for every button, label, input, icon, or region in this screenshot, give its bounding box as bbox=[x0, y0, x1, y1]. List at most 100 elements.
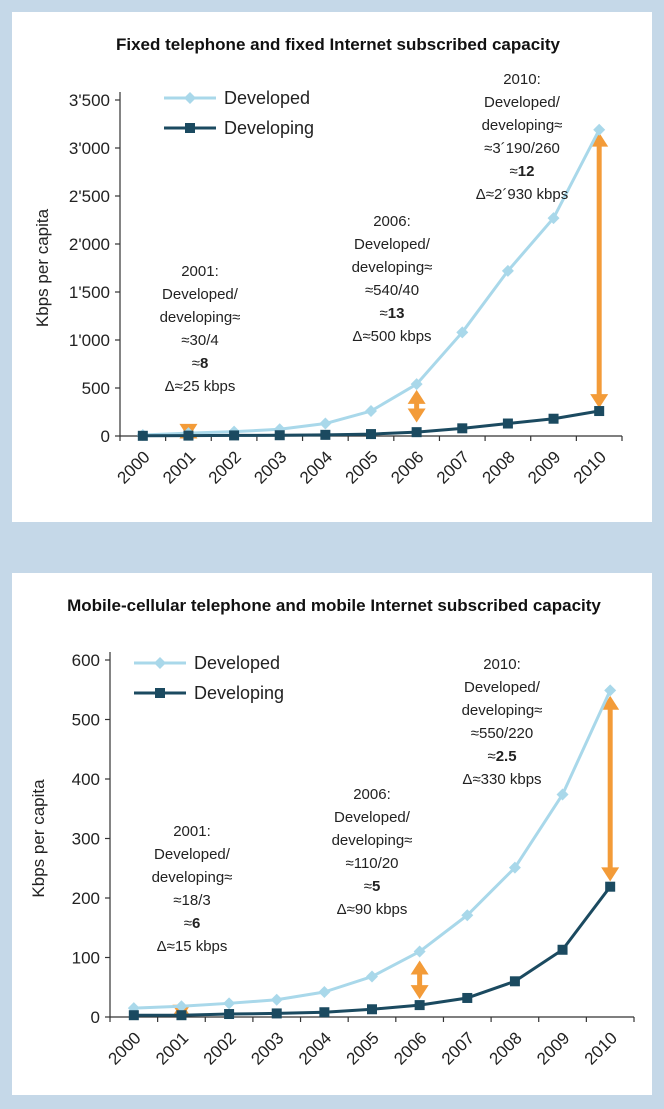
annotation-2006: 2006: Developed/developing≈ ≈110/20 ≈5 Δ≈90 … bbox=[332, 786, 413, 918]
annotation-line: 2010: bbox=[483, 656, 521, 673]
x-tick-label: 2004 bbox=[296, 447, 336, 487]
data-point-developing-2010 bbox=[605, 881, 616, 892]
annotation-line: ≈18/3 bbox=[173, 892, 210, 909]
annotation-line: developing≈ bbox=[462, 702, 543, 719]
annotation-line: Developed/ bbox=[354, 236, 431, 253]
data-point-developed-2010 bbox=[593, 123, 606, 136]
annotation-line: ≈3´190/260 bbox=[484, 140, 560, 157]
annotation-line: 2006: bbox=[353, 786, 391, 803]
legend-item-developed: Developed bbox=[134, 653, 280, 673]
annotation-line: ≈6 bbox=[184, 915, 201, 932]
data-point-developed-2002 bbox=[223, 997, 236, 1010]
x-tick-label: 2005 bbox=[342, 447, 382, 487]
legend-item-developing: Developing bbox=[164, 118, 314, 138]
annotation-line: ≈550/220 bbox=[471, 725, 533, 742]
data-point-developed-2006 bbox=[410, 378, 423, 391]
data-point-developing-2004 bbox=[319, 1007, 330, 1018]
annotation-line: ≈30/4 bbox=[181, 332, 218, 349]
data-point-developing-2008 bbox=[502, 418, 513, 429]
legend-marker-developed bbox=[184, 92, 196, 104]
gap-arrow-2006 bbox=[407, 389, 426, 423]
y-tick-label: 2'000 bbox=[69, 235, 110, 254]
legend-item-developed: Developed bbox=[164, 88, 310, 108]
data-point-developing-2007 bbox=[462, 992, 473, 1003]
y-tick-label: 1'000 bbox=[69, 331, 110, 350]
x-tick-label: 2009 bbox=[533, 1028, 573, 1068]
y-tick-label: 3'000 bbox=[69, 139, 110, 158]
legend-marker-developing bbox=[155, 688, 165, 698]
y-tick-label: 500 bbox=[82, 379, 110, 398]
y-tick-label: 200 bbox=[72, 889, 100, 908]
annotation-line: ≈110/20 bbox=[346, 855, 399, 872]
y-tick-label: 300 bbox=[72, 830, 100, 849]
annotation-2001: 2001: Developed/developing≈ ≈18/3 ≈6 Δ≈15 kb… bbox=[152, 823, 233, 955]
y-axis-label: Kbps per capita bbox=[29, 779, 48, 898]
data-point-developed-2007 bbox=[456, 326, 469, 339]
x-tick-label: 2006 bbox=[390, 1028, 430, 1068]
fixed-capacity-chart-panel: Fixed telephone and fixed Internet subsc… bbox=[12, 12, 652, 522]
x-tick-label: 2002 bbox=[205, 447, 245, 487]
x-tick-label: 2007 bbox=[438, 1028, 478, 1068]
x-tick-label: 2010 bbox=[570, 447, 610, 487]
mobile-capacity-chart: Mobile-cellular telephone and mobile Int… bbox=[29, 596, 635, 1069]
data-point-developed-2007 bbox=[461, 909, 474, 922]
data-point-developing-2003 bbox=[274, 430, 285, 441]
annotation-2006: 2006: Developed/developing≈ ≈540/40 ≈13 Δ≈50… bbox=[352, 213, 433, 345]
annotation-line: 2006: bbox=[373, 213, 411, 230]
mobile-capacity-chart-panel: Mobile-cellular telephone and mobile Int… bbox=[12, 573, 652, 1095]
data-point-developing-2004 bbox=[320, 429, 331, 440]
data-point-developing-2000 bbox=[128, 1010, 139, 1021]
x-tick-label: 2004 bbox=[295, 1028, 335, 1068]
y-tick-label: 0 bbox=[101, 427, 110, 446]
y-tick-label: 100 bbox=[72, 949, 100, 968]
annotation-line: ≈12 bbox=[510, 163, 535, 180]
legend-label: Developing bbox=[224, 118, 314, 138]
legend-marker-developing bbox=[185, 123, 195, 133]
annotation-line: ≈8 bbox=[192, 355, 209, 372]
data-point-developing-2005 bbox=[367, 1004, 377, 1015]
y-tick-label: 400 bbox=[72, 770, 100, 789]
data-point-developing-2002 bbox=[224, 1009, 235, 1020]
legend-marker-developed bbox=[154, 657, 166, 669]
data-point-developed-2009 bbox=[556, 788, 569, 801]
chart-title: Mobile-cellular telephone and mobile Int… bbox=[67, 596, 601, 615]
data-point-developing-2006 bbox=[414, 1000, 425, 1011]
annotation-line: Developed/ bbox=[154, 846, 231, 863]
x-tick-label: 2001 bbox=[159, 447, 199, 487]
data-point-developing-2003 bbox=[271, 1008, 282, 1019]
data-point-developed-2003 bbox=[270, 993, 283, 1006]
data-point-developing-2009 bbox=[548, 413, 559, 424]
y-tick-label: 2'500 bbox=[69, 187, 110, 206]
annotation-2001: 2001: Developed/developing≈ ≈30/4 ≈8 Δ≈25 kb… bbox=[160, 263, 241, 395]
legend-item-developing: Developing bbox=[134, 683, 284, 703]
annotation-line: Developed/ bbox=[334, 809, 411, 826]
data-point-developed-2008 bbox=[508, 861, 521, 874]
data-point-developing-2007 bbox=[457, 423, 468, 434]
annotation-line: 2010: bbox=[503, 71, 541, 88]
data-point-developing-2002 bbox=[229, 430, 240, 441]
data-point-developing-2010 bbox=[594, 406, 605, 417]
y-tick-label: 0 bbox=[91, 1008, 100, 1027]
annotation-2010: 2010: Developed/developing≈ ≈550/220 ≈2.5 Δ≈… bbox=[462, 656, 543, 788]
data-point-developing-2000 bbox=[137, 430, 148, 441]
annotation-line: developing≈ bbox=[332, 832, 413, 849]
annotation-line: Developed/ bbox=[464, 679, 541, 696]
chart-title: Fixed telephone and fixed Internet subsc… bbox=[116, 35, 561, 54]
data-point-developing-2005 bbox=[366, 429, 376, 440]
legend-label: Developed bbox=[194, 653, 280, 673]
data-point-developed-2001 bbox=[175, 1000, 188, 1013]
annotation-2010: 2010: Developed/developing≈ ≈3´190/260 ≈12 Δ… bbox=[476, 71, 568, 203]
x-tick-label: 2010 bbox=[581, 1028, 621, 1068]
data-point-developed-2008 bbox=[501, 264, 514, 277]
data-point-developing-2008 bbox=[509, 976, 520, 987]
gap-arrow-2006 bbox=[410, 960, 429, 1000]
gap-arrow-2010 bbox=[601, 695, 620, 882]
annotation-line: developing≈ bbox=[160, 309, 241, 326]
x-tick-label: 2008 bbox=[479, 447, 519, 487]
legend-label: Developing bbox=[194, 683, 284, 703]
x-tick-label: 2005 bbox=[343, 1028, 383, 1068]
x-tick-label: 2002 bbox=[200, 1028, 240, 1068]
x-tick-label: 2003 bbox=[250, 447, 290, 487]
x-tick-label: 2000 bbox=[104, 1028, 144, 1068]
fixed-capacity-chart: Fixed telephone and fixed Internet subsc… bbox=[33, 35, 623, 488]
